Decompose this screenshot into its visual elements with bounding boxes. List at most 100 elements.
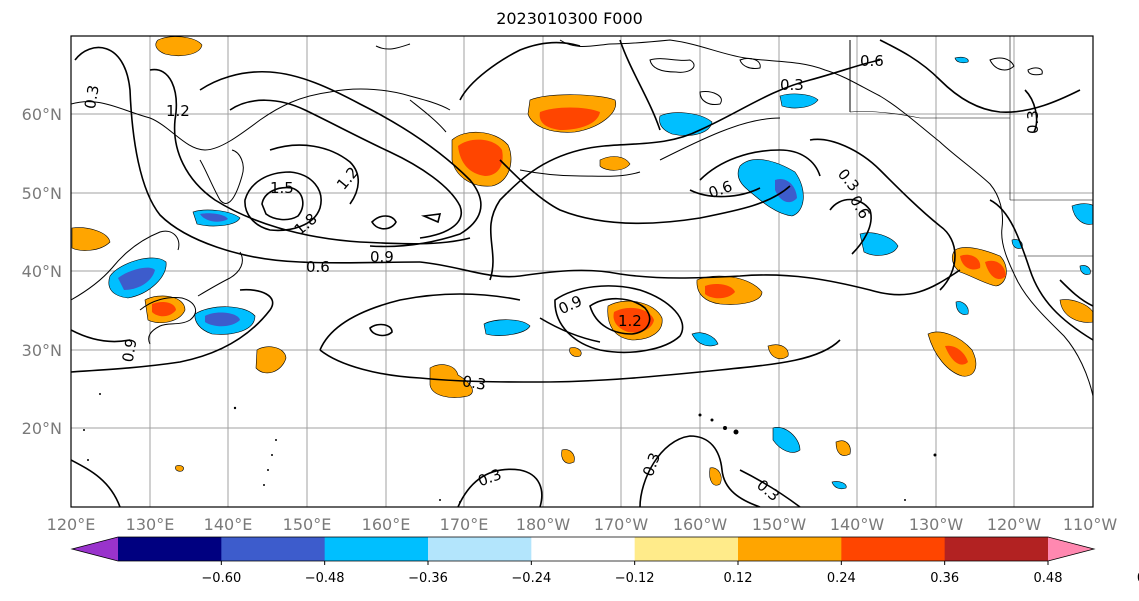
colorbar-segment <box>428 537 532 561</box>
contour-line <box>74 46 421 264</box>
contour-line <box>319 293 521 351</box>
lon-tick-label: 110°W <box>1063 515 1118 534</box>
positive-anomaly-patch <box>155 36 203 56</box>
coastline <box>199 149 244 204</box>
positive-anomaly-patch <box>1059 299 1093 323</box>
colorbar-tick-label: −0.36 <box>408 571 448 586</box>
colorbar-segment <box>634 537 739 561</box>
contour-line <box>149 68 471 245</box>
contour-label: 0.3 <box>461 372 488 394</box>
negative-anomaly-patch <box>955 301 969 315</box>
negative-anomaly-patch <box>1079 265 1091 275</box>
contour-line <box>539 317 601 343</box>
contour-label: 0.3 <box>1024 110 1042 134</box>
contour-line <box>1059 279 1093 307</box>
positive-anomaly-patch <box>599 156 631 171</box>
contour-line <box>369 323 393 337</box>
coastline <box>139 297 197 345</box>
contour-line <box>244 171 322 232</box>
coastline <box>197 251 243 297</box>
colorbar-tick-label: 0.24 <box>827 571 856 586</box>
lat-tick-label: 40°N <box>22 262 62 281</box>
positive-anomaly-patch <box>539 107 600 130</box>
colorbar-tick-label: 0.48 <box>1034 571 1063 586</box>
contour-line <box>699 149 821 181</box>
colorbar-segment <box>841 537 946 561</box>
contour-label: 0.6 <box>860 52 884 70</box>
contour-line <box>229 99 462 239</box>
lon-tick-label: 150°E <box>283 515 332 534</box>
colorbar-tick-label: −0.48 <box>305 571 345 586</box>
contour-line <box>689 187 761 198</box>
lon-tick-label: 150°W <box>752 515 807 534</box>
positive-anomaly-patch <box>255 346 287 374</box>
islands <box>83 393 937 503</box>
coastline <box>71 88 451 151</box>
contour-lines <box>71 39 1093 507</box>
contour-line <box>269 144 360 205</box>
colorbar-segment <box>221 537 326 561</box>
colorbar-segment <box>118 537 222 561</box>
contour-line <box>459 41 581 101</box>
contour-label: 0.3 <box>81 84 103 111</box>
contour-line <box>71 459 121 507</box>
lat-tick-label: 50°N <box>22 184 62 203</box>
positive-anomaly-patch <box>152 302 176 317</box>
colorbar-outline <box>70 536 1096 562</box>
negative-anomaly-patch <box>691 332 719 347</box>
contour-line <box>989 199 1093 341</box>
lon-tick-label: 140°W <box>830 515 885 534</box>
colorbar-tick-label: −0.60 <box>201 571 241 586</box>
contour-line <box>419 261 961 296</box>
latitude-axis: 60°N 50°N 40°N 30°N 20°N <box>22 105 62 438</box>
colorbar-tick-label: −0.12 <box>615 571 655 586</box>
negative-anomaly-patch <box>772 427 801 453</box>
colorbar-tick-label: −0.24 <box>511 571 551 586</box>
contour-label: 0.9 <box>119 337 141 364</box>
map-frame <box>70 35 1094 508</box>
coastline <box>659 117 781 161</box>
colorbar-segment <box>738 537 842 561</box>
lon-tick-label: 160°E <box>362 515 411 534</box>
colorbar-tick-label: 0.12 <box>724 571 753 586</box>
coastline <box>519 169 641 177</box>
coastline <box>649 58 695 73</box>
positive-anomaly-patch <box>985 260 1006 280</box>
coastline <box>739 57 761 69</box>
coastline <box>71 230 180 301</box>
lon-tick-label: 170°W <box>594 515 649 534</box>
contour-line <box>457 468 543 507</box>
contour-line <box>420 213 442 224</box>
positive-anomaly-patch <box>705 284 735 299</box>
contour-line <box>589 297 651 335</box>
contour-label: 1.5 <box>270 179 294 197</box>
lon-tick-label: 130°E <box>126 515 175 534</box>
coastline <box>1027 67 1043 76</box>
coastline <box>989 57 1015 71</box>
negative-anomaly-patch <box>205 312 240 327</box>
coastline <box>559 39 1093 397</box>
contour-line <box>739 469 801 507</box>
lon-tick-label: 170°E <box>440 515 489 534</box>
positive-anomaly-patch <box>945 345 968 365</box>
coastline <box>409 99 447 133</box>
lon-tick-label: 140°E <box>204 515 253 534</box>
contour-line <box>809 138 956 291</box>
contour-label: 0.9 <box>370 248 394 266</box>
border <box>849 111 1010 119</box>
positive-anomaly-patch <box>71 227 111 251</box>
contour-line <box>319 339 841 383</box>
negative-anomaly-patch <box>775 178 797 203</box>
coastlines <box>71 36 1093 397</box>
colorbar-tick-label: 0.60 <box>1137 571 1139 586</box>
negative-anomaly-patch <box>831 481 847 490</box>
colorbar-extend-min <box>72 537 118 561</box>
contour-line <box>499 159 791 225</box>
positive-anomaly-patch <box>561 449 575 464</box>
positive-anomaly-patch <box>569 347 582 357</box>
contour-line <box>639 435 761 507</box>
negative-anomaly-patch <box>118 267 155 290</box>
contour-line <box>619 39 661 131</box>
negative-anomaly-patch <box>483 319 531 336</box>
